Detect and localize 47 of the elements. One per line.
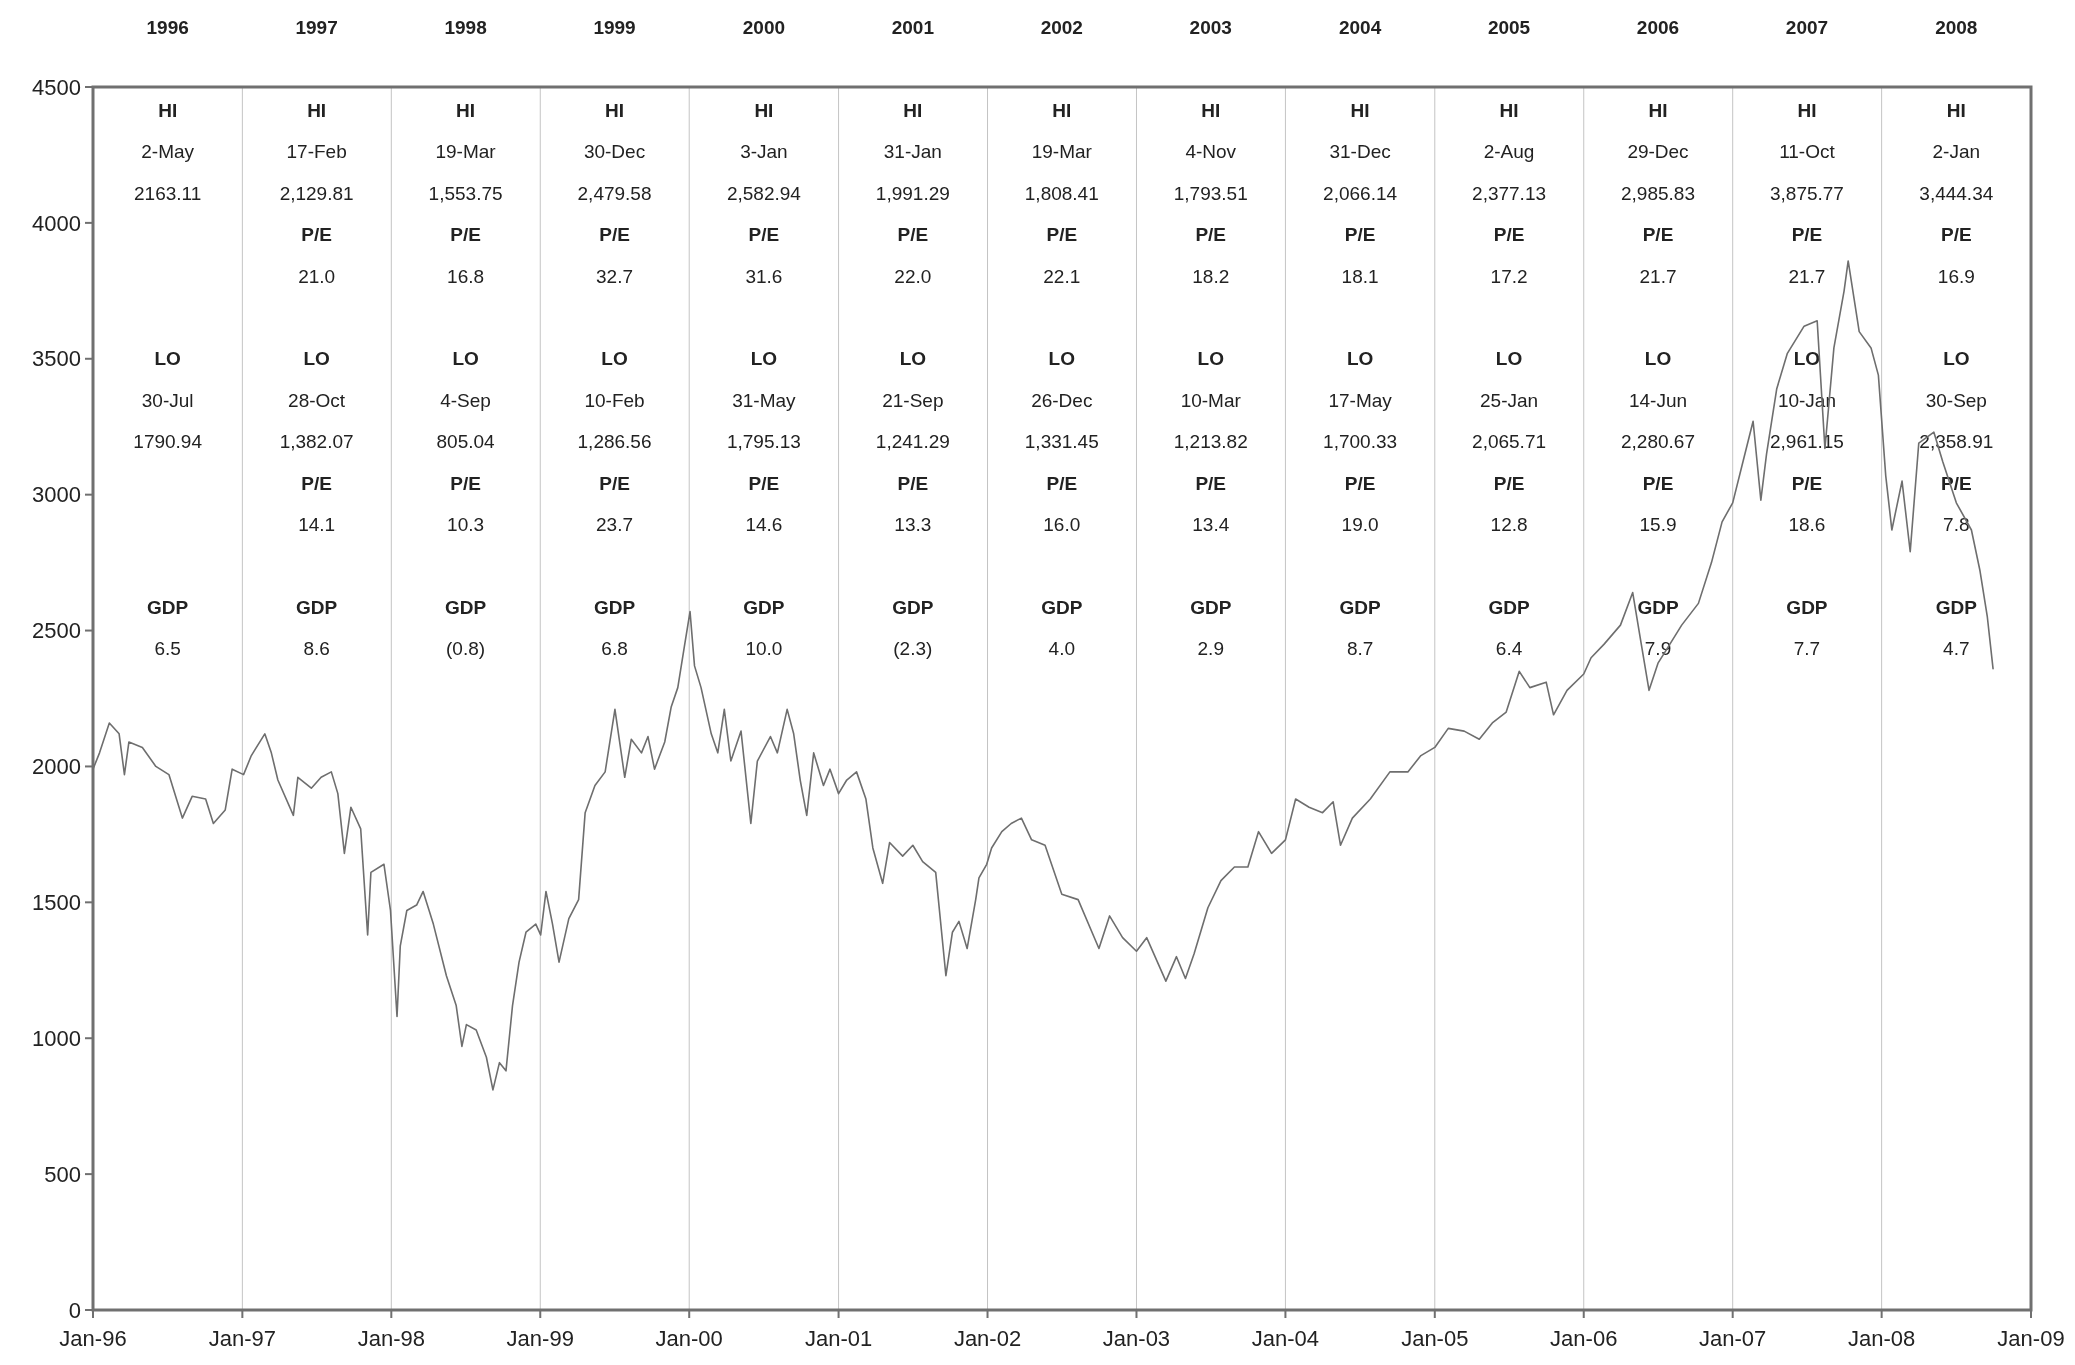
y-tick-label: 3500 xyxy=(32,346,81,372)
text: HI 31-Jan 1,991.29 P/E 22.0 LO 21-Sep 1,241.29 P/E 13.3 GDP (2.3) xyxy=(875,100,950,660)
text: HI 4-Nov 1,793.51 P/E 18.2 LO 10-Mar 1,213.82 P/E 13.4 GDP 2.9 xyxy=(1173,100,1248,660)
x2-tick-label: 1997 xyxy=(295,17,338,38)
text: HI 19-Mar 1,808.41 P/E 22.1 LO 26-Dec 1,331.45 P/E 16.0 GDP 4.0 xyxy=(1024,100,1099,660)
x2-tick-label: 1996 xyxy=(146,17,189,38)
x2-tick-label: 2004 xyxy=(1338,17,1382,38)
text: HI 31-Dec 2,066.14 P/E 18.1 LO 17-May 1,700.33 P/E 19.0 GDP 8.7 xyxy=(1323,100,1398,660)
y-tick-label: 2500 xyxy=(32,618,81,644)
y-tick-label: 1000 xyxy=(32,1025,81,1051)
text: HI 2-May 2163.11 LO 30-Jul 1790.94 GDP 6.5 xyxy=(133,100,203,660)
x-tick-label: Jan-03 xyxy=(1102,1326,1171,1351)
x2-tick-label: 2007 xyxy=(1785,17,1829,38)
text: HI 17-Feb 2,129.81 P/E 21.0 LO 28-Oct 1,382.07 P/E 14.1 GDP 8.6 xyxy=(279,100,354,660)
text: HI 3-Jan 2,582.94 P/E 31.6 LO 31-May 1,795.13 P/E 14.6 GDP 10.0 xyxy=(726,100,801,660)
x2-tick-label: 2003 xyxy=(1189,17,1232,38)
x2-tick-label: 1998 xyxy=(444,17,487,38)
x-tick-label: Jan-07 xyxy=(1699,1326,1767,1351)
text: HI 19-Mar 1,553.75 P/E 16.8 LO 4-Sep 805.04 P/E 10.3 GDP (0.8) xyxy=(428,100,503,660)
x2-tick-label: 2002 xyxy=(1040,17,1083,38)
x-tick-label: Jan-96 xyxy=(59,1326,127,1351)
x2-tick-label: 2000 xyxy=(742,17,786,38)
text: HI 2-Aug 2,377.13 P/E 17.2 LO 25-Jan 2,065.71 P/E 12.8 GDP 6.4 xyxy=(1472,100,1547,660)
x-tick-label: Jan-01 xyxy=(804,1326,873,1351)
x-tick-label: Jan-97 xyxy=(208,1326,276,1351)
x2-tick-label: 2008 xyxy=(1935,17,1978,38)
x-tick-label: Jan-00 xyxy=(655,1326,723,1351)
x2-tick-label: 2006 xyxy=(1636,17,1680,38)
x-tick-label: Jan-09 xyxy=(1997,1326,2065,1351)
x-tick-label: Jan-08 xyxy=(1848,1326,1916,1351)
x-tick-label: Jan-05 xyxy=(1401,1326,1469,1351)
x-tick-label: Jan-02 xyxy=(953,1326,1022,1351)
y-tick-label: 3000 xyxy=(32,482,81,508)
y-tick-label: 2000 xyxy=(32,754,81,780)
x2-tick-label: 2005 xyxy=(1487,17,1531,38)
text: HI 30-Dec 2,479.58 P/E 32.7 LO 10-Feb 1,286.56 P/E 23.7 GDP 6.8 xyxy=(577,100,652,660)
x-tick-label: Jan-06 xyxy=(1550,1326,1618,1351)
x2-tick-label: 1999 xyxy=(593,17,636,38)
y-tick-label: 4500 xyxy=(32,74,81,100)
x-tick-label: Jan-04 xyxy=(1251,1326,1320,1351)
x-tick-label: Jan-98 xyxy=(357,1326,425,1351)
y-tick-label: 500 xyxy=(44,1161,81,1187)
y-tick-label: 0 xyxy=(68,1297,81,1323)
x2-tick-label: 2001 xyxy=(891,17,935,38)
x-tick-label: Jan-99 xyxy=(506,1326,574,1351)
y-tick-label: 4000 xyxy=(32,210,81,236)
y-tick-label: 1500 xyxy=(32,890,81,916)
